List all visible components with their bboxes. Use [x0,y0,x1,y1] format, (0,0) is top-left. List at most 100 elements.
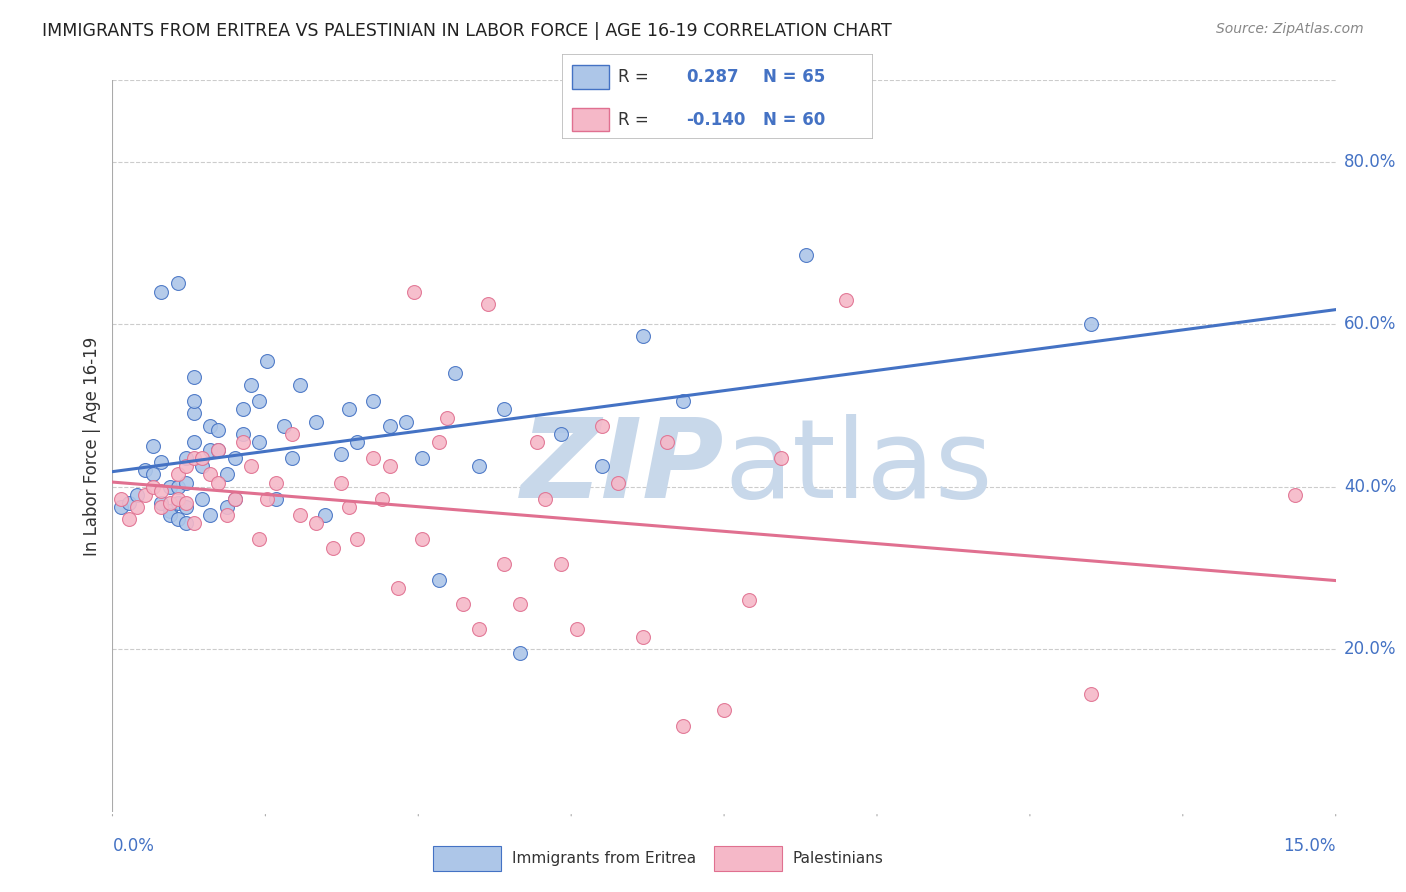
Point [247,533,270,547]
Point [256,491,278,506]
Point [200,418,222,433]
Point [125,488,148,502]
Point [247,394,270,409]
Point [191,491,214,506]
Point [591,418,613,433]
Point [207,443,229,458]
Point [672,719,695,733]
Point [492,402,515,417]
Point [142,480,165,494]
Point [281,451,304,466]
Point [264,491,287,506]
Point [288,508,311,522]
Text: 0.0%: 0.0% [112,837,155,855]
Point [509,598,531,612]
Point [567,622,589,636]
Point [322,541,344,555]
Point [118,496,141,510]
Text: Immigrants from Eritrea: Immigrants from Eritrea [512,851,696,866]
Point [174,496,197,510]
Y-axis label: In Labor Force | Age 16-19: In Labor Force | Age 16-19 [83,336,101,556]
Point [240,378,263,392]
Point [492,557,515,571]
Point [314,508,336,522]
Point [794,248,817,262]
Point [288,378,311,392]
Point [305,516,328,531]
Text: 0.287: 0.287 [686,69,738,87]
Point [150,483,173,498]
Point [526,434,548,449]
Point [215,500,238,514]
Text: ZIP: ZIP [520,415,724,522]
Point [395,415,418,429]
Point [533,491,555,506]
Point [281,426,304,441]
Point [215,508,238,522]
Point [110,491,132,506]
Text: R =: R = [619,111,648,128]
Point [207,423,229,437]
Point [166,496,188,510]
Point [770,451,793,466]
Point [183,451,205,466]
Point [337,402,360,417]
Text: 40.0%: 40.0% [1344,477,1396,496]
Point [150,285,173,299]
Point [631,329,654,343]
Point [159,508,181,522]
Point [256,353,278,368]
Point [247,434,270,449]
Point [174,459,197,474]
Point [159,504,181,518]
Point [200,467,222,482]
Point [591,459,613,474]
Point [468,459,491,474]
Point [224,451,246,466]
Point [329,447,352,461]
Point [166,512,188,526]
Point [200,443,222,458]
Point [363,451,385,466]
Point [183,394,205,409]
Point [166,467,188,482]
Point [477,297,499,311]
Point [550,557,572,571]
Point [411,451,433,466]
Point [444,366,467,380]
Point [672,394,695,409]
Text: Source: ZipAtlas.com: Source: ZipAtlas.com [1216,22,1364,37]
Text: 15.0%: 15.0% [1284,837,1336,855]
Text: 60.0%: 60.0% [1344,315,1396,333]
Point [631,630,654,644]
Point [191,451,214,466]
Point [411,533,433,547]
Point [224,491,246,506]
Point [166,480,188,494]
Text: 80.0%: 80.0% [1344,153,1396,170]
Point [232,402,254,417]
Text: N = 65: N = 65 [763,69,825,87]
Point [1080,687,1102,701]
Point [183,370,205,384]
Point [174,451,197,466]
Point [378,418,401,433]
Point [142,439,165,453]
Point [134,463,156,477]
Point [329,475,352,490]
Text: R =: R = [619,69,648,87]
Point [346,533,368,547]
Point [370,491,392,506]
Point [142,467,165,482]
Point [200,508,222,522]
Point [509,646,531,660]
Point [427,434,450,449]
Point [232,434,254,449]
Point [655,434,678,449]
Point [451,598,474,612]
Point [378,459,401,474]
Text: -0.140: -0.140 [686,111,745,128]
Point [607,475,630,490]
Bar [714,847,782,871]
Point [468,622,491,636]
